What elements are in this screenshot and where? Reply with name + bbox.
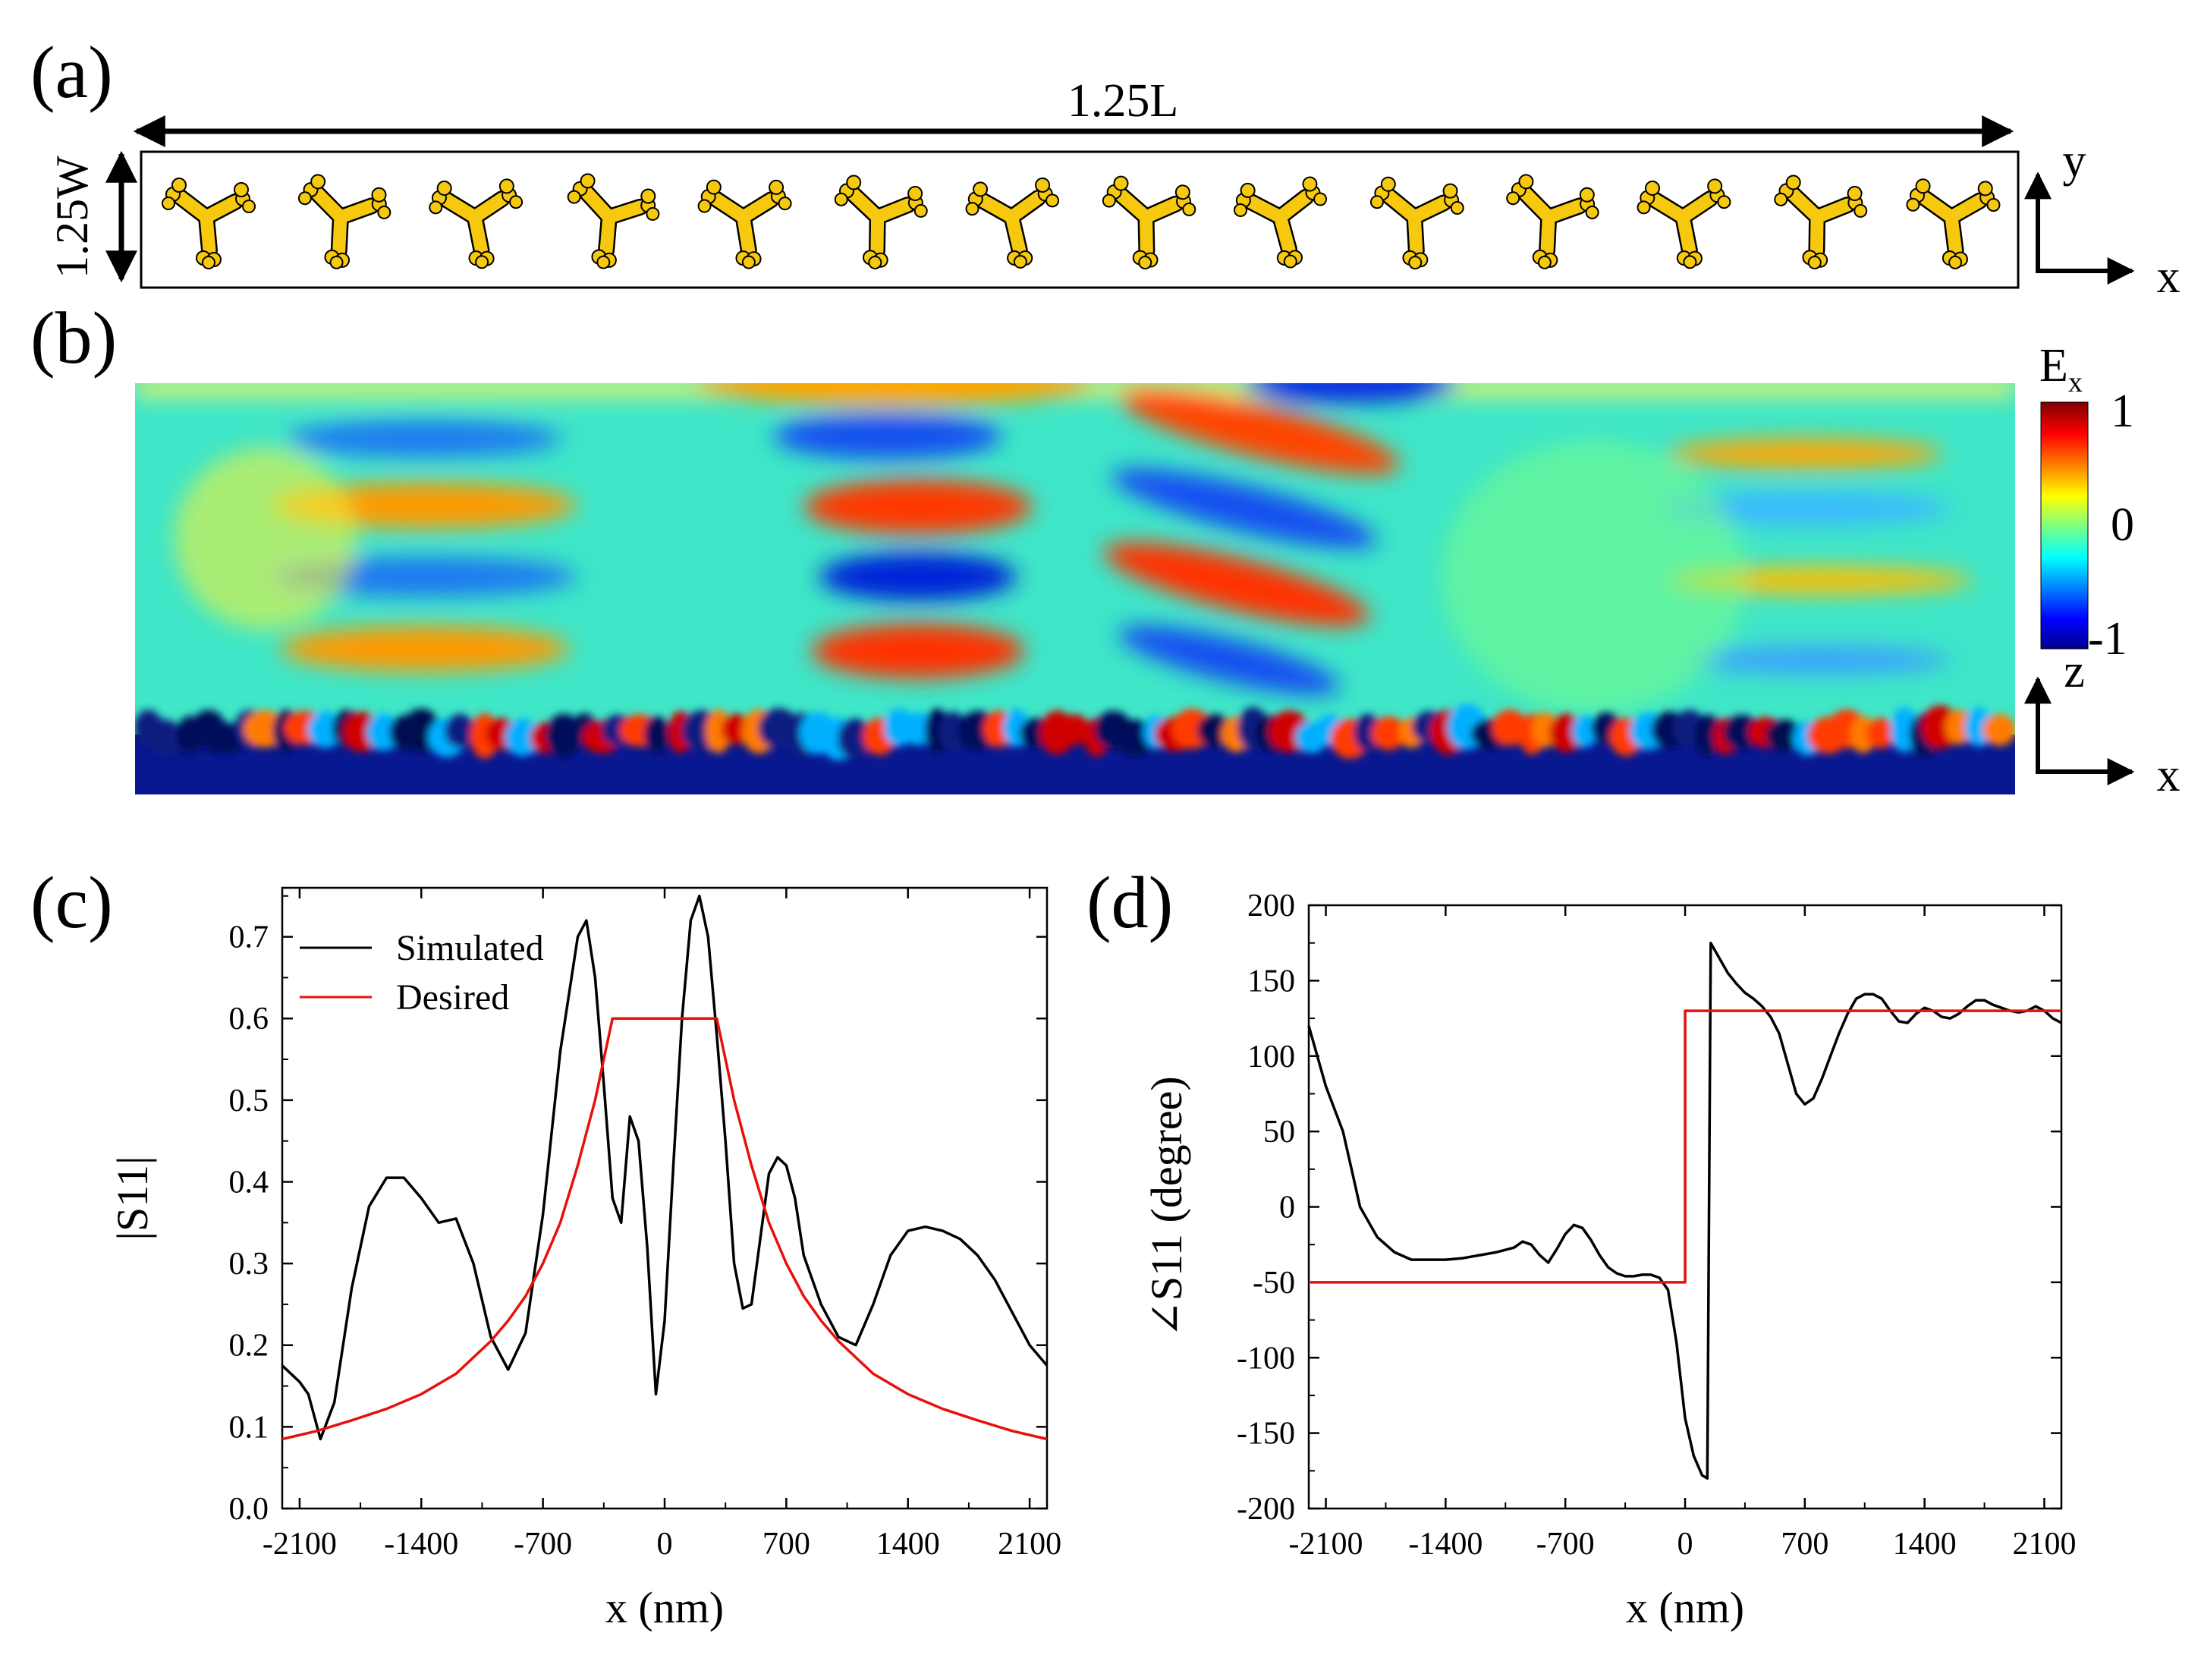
y-particle	[557, 171, 664, 276]
panel-a: (a) 1.25L 1.25W y x	[30, 32, 2181, 303]
x-tick-label: 700	[1781, 1527, 1828, 1562]
x-tick-label: -1400	[384, 1527, 458, 1562]
x-tick-label: -2100	[1289, 1527, 1363, 1562]
y-axis-title: |S11|	[108, 1156, 157, 1240]
y-tick-label: 0.3	[229, 1247, 269, 1282]
x-tick-label: 2100	[2012, 1527, 2076, 1562]
x-tick-label: -700	[1536, 1527, 1595, 1562]
y-tick-label: -50	[1253, 1266, 1295, 1301]
colorbar-max-label: 1	[2111, 385, 2134, 437]
y-tick-label: 100	[1247, 1040, 1295, 1074]
y-tick-label: 0.1	[229, 1410, 269, 1445]
ex-field-map	[135, 383, 2015, 794]
y-tick-label: 0.4	[229, 1165, 269, 1200]
axis-x-letter-b: x	[2157, 750, 2181, 801]
x-tick-label: 1400	[1893, 1527, 1957, 1562]
colorbar-gradient	[2040, 401, 2089, 650]
x-axis-title: x (nm)	[605, 1583, 724, 1632]
legend-simulated-label: Simulated	[396, 928, 544, 968]
ex-colorbar: Ex 1 0 -1	[2039, 340, 2134, 665]
x-axis-title: x (nm)	[1626, 1583, 1744, 1632]
length-label: 1.25L	[1067, 75, 1178, 127]
panel-c: (c) -2100 -1400 -700 0 700 1400 2100 0.0 0.1 0.2 0…	[30, 862, 1061, 1632]
colorbar-title: Ex	[2039, 340, 2083, 398]
y-particle	[1906, 177, 2001, 270]
y-tick-label: -200	[1237, 1492, 1295, 1527]
panel-b-label: (b)	[30, 297, 117, 379]
y-particle	[1635, 174, 1737, 273]
legend-desired-label: Desired	[396, 977, 509, 1018]
x-tick-label: 1400	[876, 1527, 940, 1562]
x-tick-label: 0	[657, 1527, 673, 1562]
xy-axes-indicator: y x	[2024, 135, 2181, 303]
y-particle	[1230, 171, 1337, 275]
y-particle	[1099, 175, 1197, 272]
x-tick-label: -700	[514, 1527, 572, 1562]
y-tick-label: 50	[1263, 1115, 1295, 1150]
y-particle	[829, 174, 930, 273]
x-tick-label: 2100	[998, 1527, 1061, 1562]
y-particle	[427, 174, 529, 273]
y-tick-label: 0.2	[229, 1329, 269, 1364]
y-tick-label: -150	[1237, 1417, 1295, 1452]
y-particle	[963, 172, 1067, 275]
x-tick-label: -1400	[1408, 1527, 1483, 1562]
magnitude-chart: -2100 -1400 -700 0 700 1400 2100 0.0 0.1 0.2 0.3 0.…	[108, 886, 1061, 1632]
axis-y-letter: y	[2063, 135, 2086, 187]
axis-x-letter-a: x	[2157, 251, 2181, 303]
series-simulated-line	[1307, 941, 2062, 1480]
colorbar-min-label: -1	[2088, 613, 2127, 665]
y-tick-label: 150	[1247, 964, 1295, 999]
y-particle	[162, 178, 255, 269]
legend-c: Simulated Desired	[300, 928, 544, 1018]
y-tick-label: 0.5	[229, 1084, 269, 1118]
y-particle	[290, 172, 394, 275]
y-tick-label: 0.6	[229, 1002, 269, 1037]
series-desired-line	[1309, 1009, 2061, 1284]
panel-c-label: (c)	[30, 862, 113, 944]
x-tick-label: -2100	[263, 1527, 337, 1562]
y-tick-label: 0	[1279, 1191, 1295, 1225]
x-tick-label: 0	[1677, 1527, 1693, 1562]
panel-d-label: (d)	[1086, 862, 1173, 944]
series-desired-line	[281, 1017, 1048, 1441]
series-simulated-line	[281, 895, 1049, 1441]
y-axis-title: ∠S11 (degree)	[1142, 1076, 1191, 1337]
colorbar-mid-label: 0	[2111, 499, 2134, 551]
panel-d: (d) -2100 -1400 -700 0 700 1400 2100 -200 -150 -1…	[1086, 862, 2076, 1632]
x-tick-label: 700	[762, 1527, 810, 1562]
phase-chart: -2100 -1400 -700 0 700 1400 2100 -200 -150 -100 -5…	[1142, 889, 2076, 1632]
y-tick-label: 0.7	[229, 920, 269, 955]
y-particle	[696, 175, 795, 272]
panel-b: (b)	[30, 297, 2181, 801]
unit-cell-outline	[140, 150, 2020, 289]
axis-z-letter: z	[2064, 646, 2085, 697]
y-particle	[1369, 177, 1464, 270]
y-tick-label: -100	[1237, 1341, 1295, 1376]
y-tick-label: 200	[1247, 889, 1295, 923]
y-particle-array	[162, 171, 2001, 276]
y-particle	[1498, 172, 1602, 275]
y-particle	[1768, 174, 1869, 273]
panel-a-label: (a)	[30, 32, 113, 114]
width-label: 1.25W	[47, 156, 97, 278]
xz-axes-indicator: z x	[2024, 646, 2181, 801]
y-tick-label: 0.0	[229, 1492, 269, 1527]
